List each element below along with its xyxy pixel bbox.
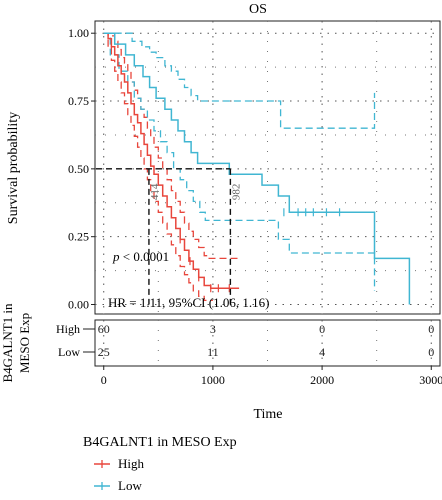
risk-table-title: B4GALNT1 in MESO Exp [0,303,32,383]
y-axis-ticks: 0.00 0.25 0.50 0.75 1.00 [68,26,95,312]
survival-curve-low [103,32,411,305]
y-tick-label: 0.50 [68,162,89,176]
y-axis-label: Survival probability [6,112,21,224]
chart-title: OS [249,2,267,17]
risk-table-count: 25 [98,345,110,359]
risk-table-group-label: High [56,322,80,336]
x-tick-label: 1000 [201,373,225,387]
legend-title: B4GALNT1 in MESO Exp [83,435,237,450]
median-value-label: 414 [149,183,161,200]
legend: High Low [94,456,145,493]
censor-marks [179,208,341,293]
risk-table: High60300Low251140 [56,320,434,366]
y-tick-label: 0.75 [68,94,89,108]
x-tick-label: 3000 [419,373,442,387]
median-value-label: 982 [230,184,242,201]
median-lines: 414 982 [96,168,242,305]
legend-label-low: Low [118,478,142,493]
risk-table-count: 11 [207,345,219,359]
ci-upper-low [103,32,376,129]
y-tick-label: 0.00 [68,298,89,312]
x-axis-label: Time [253,407,282,422]
plot-frame [94,20,441,315]
ci-lower-low [103,32,376,291]
x-axis-ticks: 0 1000 2000 3000 [101,366,442,387]
survival-curve-high [103,32,240,289]
risk-table-title-line2: MESO Exp [17,313,32,373]
risk-table-frame [94,319,441,367]
plot-grid [95,21,440,314]
risk-table-count: 4 [319,345,325,359]
survival-curves [103,32,411,305]
x-tick-label: 2000 [310,373,334,387]
risk-table-group-label: Low [58,345,80,359]
y-tick-label: 0.25 [68,230,89,244]
legend-label-high: High [118,456,145,471]
hazard-ratio-label: HR = 1.11, 95%CI (1.06, 1.16) [108,295,269,310]
p-value-label: p < 0.0001 [112,249,169,264]
risk-table-count: 0 [428,345,434,359]
y-tick-label: 1.00 [68,26,89,40]
x-tick-label: 0 [101,373,107,387]
risk-table-title-line1: B4GALNT1 in [0,303,15,383]
